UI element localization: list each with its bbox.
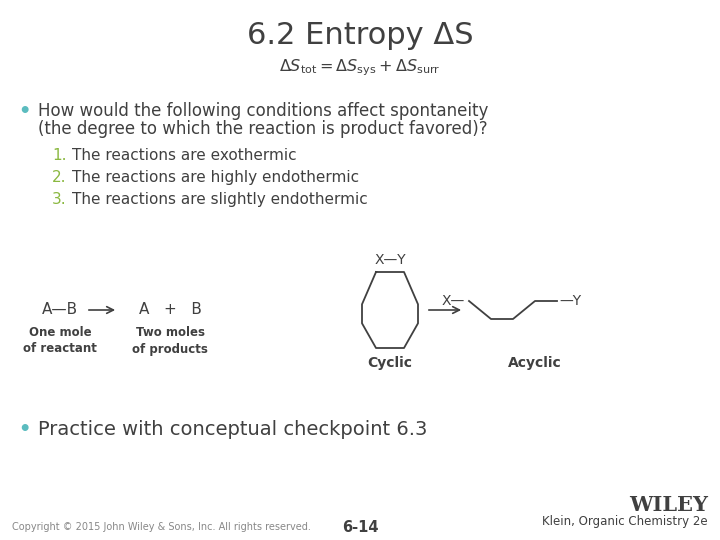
Text: WILEY: WILEY	[629, 495, 708, 515]
Text: Cyclic: Cyclic	[367, 356, 413, 370]
Text: 6.2 Entropy ΔS: 6.2 Entropy ΔS	[247, 21, 473, 50]
Text: •: •	[18, 420, 30, 439]
Text: X—: X—	[442, 294, 465, 308]
Text: Copyright © 2015 John Wiley & Sons, Inc. All rights reserved.: Copyright © 2015 John Wiley & Sons, Inc.…	[12, 522, 311, 532]
Text: Two moles
of products: Two moles of products	[132, 326, 208, 355]
Text: 2.: 2.	[52, 170, 66, 185]
Text: X—Y: X—Y	[374, 253, 406, 267]
Text: 6-14: 6-14	[342, 519, 378, 535]
Text: 1.: 1.	[52, 148, 66, 163]
Text: $\Delta S_\mathrm{tot} = \Delta S_\mathrm{sys} + \Delta S_\mathrm{surr}$: $\Delta S_\mathrm{tot} = \Delta S_\mathr…	[279, 58, 441, 78]
Text: Acyclic: Acyclic	[508, 356, 562, 370]
Text: Practice with conceptual checkpoint 6.3: Practice with conceptual checkpoint 6.3	[38, 420, 428, 439]
Text: The reactions are exothermic: The reactions are exothermic	[72, 148, 297, 163]
Text: (the degree to which the reaction is product favored)?: (the degree to which the reaction is pro…	[38, 120, 487, 138]
Text: A—B: A—B	[42, 302, 78, 318]
Text: •: •	[18, 102, 30, 121]
Text: —Y: —Y	[559, 294, 581, 308]
Text: A   +   B: A + B	[138, 302, 202, 318]
Text: 3.: 3.	[52, 192, 67, 207]
Text: How would the following conditions affect spontaneity: How would the following conditions affec…	[38, 102, 488, 120]
Text: The reactions are slightly endothermic: The reactions are slightly endothermic	[72, 192, 368, 207]
Text: One mole
of reactant: One mole of reactant	[23, 326, 97, 355]
Text: Klein, Organic Chemistry 2e: Klein, Organic Chemistry 2e	[542, 516, 708, 529]
Text: The reactions are highly endothermic: The reactions are highly endothermic	[72, 170, 359, 185]
